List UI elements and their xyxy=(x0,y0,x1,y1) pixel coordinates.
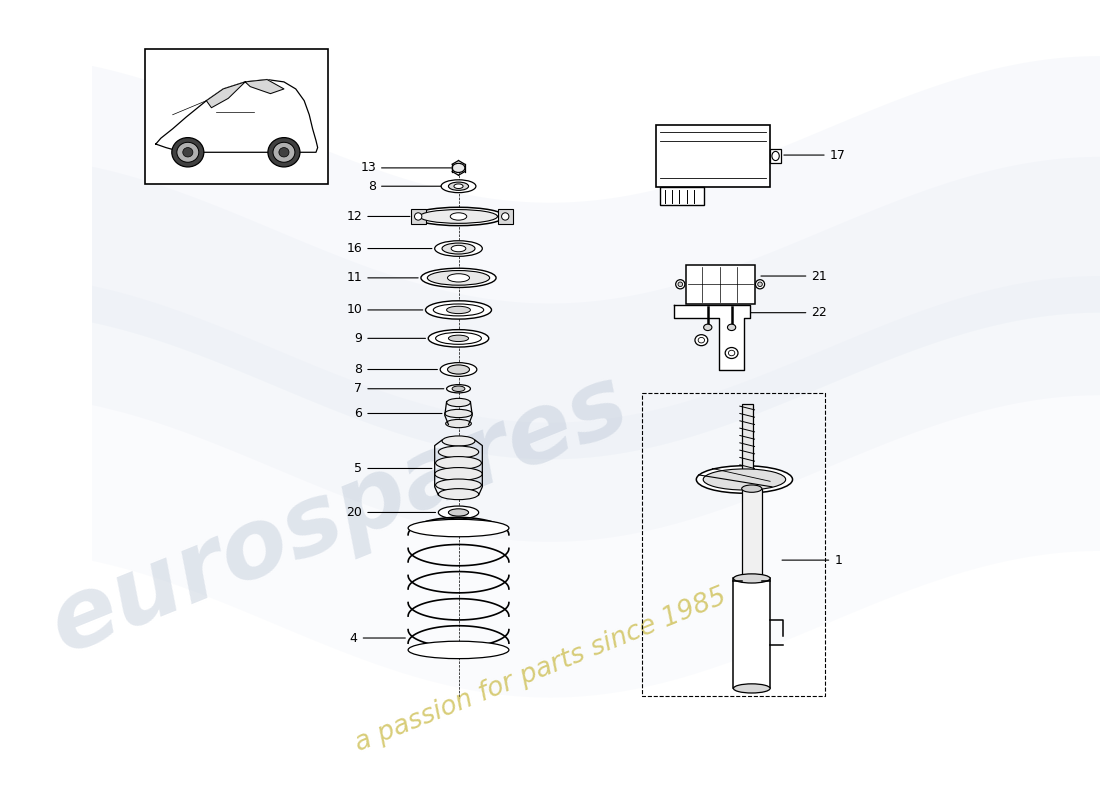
Ellipse shape xyxy=(428,330,488,347)
Text: 13: 13 xyxy=(361,162,451,174)
Ellipse shape xyxy=(279,147,289,157)
Ellipse shape xyxy=(734,574,770,583)
Ellipse shape xyxy=(408,642,509,658)
Polygon shape xyxy=(245,79,284,94)
Text: 12: 12 xyxy=(346,210,410,223)
Ellipse shape xyxy=(419,210,497,223)
Ellipse shape xyxy=(446,419,471,428)
Text: 10: 10 xyxy=(346,303,422,317)
Ellipse shape xyxy=(172,138,204,167)
Ellipse shape xyxy=(728,350,735,356)
Ellipse shape xyxy=(421,268,496,287)
Ellipse shape xyxy=(675,280,685,289)
Bar xyxy=(145,49,329,184)
Bar xyxy=(498,209,513,224)
Text: 5: 5 xyxy=(354,462,432,475)
Ellipse shape xyxy=(704,324,712,330)
Ellipse shape xyxy=(436,479,482,491)
Ellipse shape xyxy=(451,246,465,252)
Ellipse shape xyxy=(452,386,465,391)
Ellipse shape xyxy=(698,338,705,343)
Ellipse shape xyxy=(273,142,295,162)
Ellipse shape xyxy=(725,347,738,358)
Bar xyxy=(741,489,762,583)
Ellipse shape xyxy=(448,365,470,374)
Text: 1: 1 xyxy=(782,554,843,566)
Ellipse shape xyxy=(449,509,469,516)
Text: 4: 4 xyxy=(350,631,405,645)
Ellipse shape xyxy=(408,519,509,537)
Ellipse shape xyxy=(741,485,762,492)
Text: 8: 8 xyxy=(368,180,441,193)
Ellipse shape xyxy=(442,436,475,446)
Text: 9: 9 xyxy=(354,332,426,345)
Ellipse shape xyxy=(696,466,792,494)
Ellipse shape xyxy=(758,282,762,286)
Ellipse shape xyxy=(695,334,707,346)
Polygon shape xyxy=(207,82,245,108)
Ellipse shape xyxy=(427,270,490,285)
Bar xyxy=(660,187,704,206)
Text: 22: 22 xyxy=(751,306,827,319)
Ellipse shape xyxy=(268,138,300,167)
Ellipse shape xyxy=(438,446,478,458)
Text: 17: 17 xyxy=(784,149,846,162)
Ellipse shape xyxy=(177,142,199,162)
Ellipse shape xyxy=(447,385,471,393)
Text: 16: 16 xyxy=(346,242,432,255)
Bar xyxy=(685,265,755,303)
Ellipse shape xyxy=(727,324,736,330)
Text: 7: 7 xyxy=(354,382,443,395)
Text: 21: 21 xyxy=(761,270,827,282)
Bar xyxy=(741,404,752,476)
Bar xyxy=(656,125,770,187)
Text: 20: 20 xyxy=(346,506,436,519)
Ellipse shape xyxy=(415,213,421,220)
Text: a passion for parts since 1985: a passion for parts since 1985 xyxy=(351,583,730,757)
Polygon shape xyxy=(156,79,318,152)
Ellipse shape xyxy=(444,410,472,418)
Ellipse shape xyxy=(450,213,466,220)
Bar xyxy=(411,209,426,224)
Ellipse shape xyxy=(734,684,770,693)
Ellipse shape xyxy=(426,301,492,319)
Ellipse shape xyxy=(703,469,785,490)
Ellipse shape xyxy=(452,163,465,173)
Ellipse shape xyxy=(438,506,478,519)
Ellipse shape xyxy=(454,184,463,189)
Bar xyxy=(770,149,781,163)
Ellipse shape xyxy=(756,280,764,289)
Ellipse shape xyxy=(449,335,469,342)
Ellipse shape xyxy=(447,306,471,314)
Ellipse shape xyxy=(434,467,482,480)
Ellipse shape xyxy=(502,213,509,220)
Bar xyxy=(734,578,770,689)
Ellipse shape xyxy=(436,332,482,344)
Ellipse shape xyxy=(183,147,192,157)
Ellipse shape xyxy=(441,180,476,193)
Ellipse shape xyxy=(449,182,469,190)
Ellipse shape xyxy=(412,207,504,226)
Ellipse shape xyxy=(436,457,482,470)
Ellipse shape xyxy=(678,282,683,286)
Text: eurospares: eurospares xyxy=(36,356,642,673)
Ellipse shape xyxy=(442,243,475,254)
Text: 8: 8 xyxy=(354,363,438,376)
Ellipse shape xyxy=(433,304,484,316)
Text: 11: 11 xyxy=(346,271,418,284)
Ellipse shape xyxy=(448,274,470,282)
Ellipse shape xyxy=(440,362,476,376)
Text: 6: 6 xyxy=(354,407,442,420)
Ellipse shape xyxy=(447,398,471,406)
Ellipse shape xyxy=(772,151,779,161)
Ellipse shape xyxy=(434,241,482,256)
Ellipse shape xyxy=(438,489,478,500)
Polygon shape xyxy=(674,306,750,370)
